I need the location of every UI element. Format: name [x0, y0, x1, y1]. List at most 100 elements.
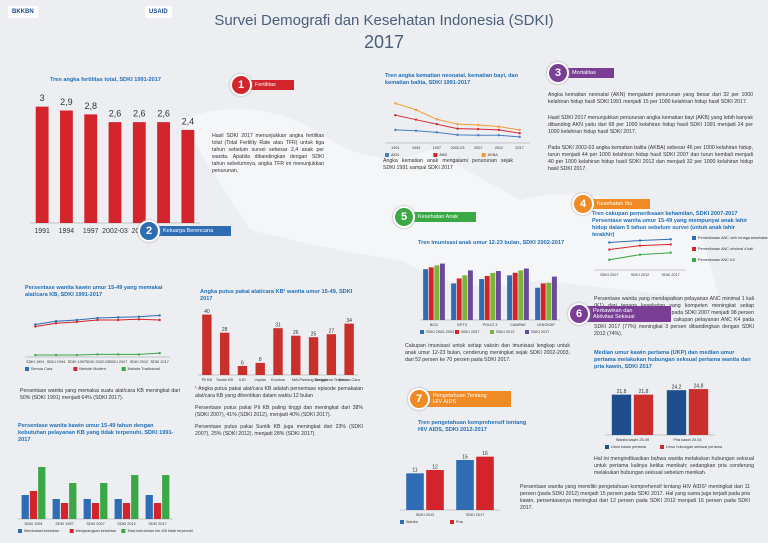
x-tick-label: MAL: [292, 378, 300, 382]
point: [394, 102, 397, 105]
x-tick-label: DPT3: [457, 323, 467, 327]
point: [608, 258, 611, 261]
bar: [114, 499, 122, 519]
chart-title: Persentase wanita kawin umur 15-49 yang …: [25, 285, 163, 298]
point: [456, 133, 459, 137]
legend-label: Semua Cara: [31, 367, 53, 371]
x-tick-label: BCG: [430, 323, 438, 327]
x-tick-label: CAMPAK: [510, 323, 526, 327]
x-tick-label: IUD: [239, 378, 246, 382]
legend-swatch: [692, 247, 696, 251]
x-tick-label: SDKI 1997: [68, 360, 86, 364]
x-tick-label: 2002-03: [451, 146, 465, 150]
legend-label: Pemeriksaan ANC minimal 4 kali: [698, 247, 753, 251]
data-label: 21,8: [617, 389, 627, 395]
section-name: Kesehatan Ibu: [591, 199, 651, 209]
point: [638, 239, 642, 242]
x-tick-label: SDKI 2012: [130, 360, 148, 364]
point: [158, 351, 161, 355]
data-label: 40: [204, 309, 210, 315]
point: [414, 129, 418, 132]
bar: [35, 106, 49, 223]
bar: [29, 491, 38, 519]
section-text: Pada SDKI 2002-03 angka kematian balita …: [548, 145, 753, 173]
x-tick-label: SDKI 2017: [466, 513, 484, 517]
x-tick-label: 1997: [433, 146, 441, 150]
section-text: Persentase wanita yang memakai suatu ala…: [20, 388, 180, 402]
bar: [423, 269, 429, 320]
bar: [219, 332, 230, 375]
data-label: 15: [462, 454, 468, 460]
bar: [426, 470, 444, 510]
point: [96, 318, 99, 322]
legend-label: SDKI 2017: [531, 330, 549, 334]
legend-label: SDKI 2002-2003: [426, 330, 454, 334]
legend-label: Pemeriksaan ANC oleh tenaga kesehatan te…: [698, 236, 768, 240]
x-tick-label: SDKI 2007: [109, 360, 127, 364]
section-text: Persentase wanita yang mendapatkan pelay…: [594, 296, 754, 338]
bar: [551, 276, 557, 320]
section-text: Persentase putus pakai Pil KB paling tin…: [195, 405, 363, 419]
section-header: 3 Mortalitas: [547, 62, 614, 84]
legend-swatch: [69, 529, 74, 533]
point: [34, 323, 37, 326]
data-label: 21,8: [639, 389, 649, 395]
year: 2017: [363, 32, 405, 52]
point: [96, 316, 99, 320]
section-number: 1: [230, 74, 252, 96]
point: [394, 113, 397, 117]
bar: [611, 394, 632, 435]
point: [117, 318, 120, 322]
x-tick-label: SDKI 1991: [24, 522, 42, 526]
x-tick-label: 2002-03: [102, 228, 128, 235]
point: [117, 316, 120, 319]
bar: [153, 503, 162, 519]
section-number: 2: [138, 220, 160, 242]
point: [137, 318, 141, 321]
point: [477, 123, 480, 127]
bar: [308, 337, 319, 375]
bar: [38, 467, 46, 519]
legend-swatch: [605, 445, 609, 449]
data-label: 8: [259, 357, 262, 363]
x-tick-label: SDKI 1994: [47, 360, 65, 364]
bar: [132, 122, 146, 223]
legend-swatch: [455, 330, 459, 334]
x-tick-label: 1994: [59, 228, 75, 235]
point: [54, 353, 58, 357]
section-header: 4 Kesehatan Ibu: [572, 193, 651, 215]
section-name: Pengetahuan Tentang HIV AIDS: [427, 391, 511, 407]
data-label: 24,2: [672, 385, 682, 391]
bar: [162, 475, 170, 519]
section-name: Fertilitas: [249, 80, 294, 90]
section-number: 6: [568, 303, 590, 325]
x-tick-label: Kondom: [271, 378, 285, 382]
point: [117, 353, 120, 356]
x-tick-label: 1997: [83, 228, 99, 235]
data-label: 2,6: [133, 109, 146, 119]
point: [518, 131, 521, 135]
point: [669, 243, 672, 246]
logo: USAID: [145, 6, 172, 18]
chart-title: Tren angka fertilitas total, SDKI 1991-2…: [50, 77, 161, 83]
x-tick-label: 1991: [34, 228, 50, 235]
logo: BKKBN: [8, 6, 38, 18]
x-tick-label: Pria kawin 25-54: [673, 438, 701, 442]
section-text: Angka kematian neonatal (AKN) mengalami …: [548, 92, 753, 106]
x-tick-label: SDKI 2007: [86, 522, 104, 526]
section-text: Angka kematian anak mengalami penurunan …: [383, 158, 513, 172]
legend-label: SDKI 2007: [461, 330, 479, 334]
legend-label: Umur hubungan seksual pertama: [666, 445, 723, 449]
point: [608, 241, 611, 244]
x-tick-label: SDKI 2017: [148, 522, 166, 526]
section-header: 2 Keluarga Berencana: [138, 220, 232, 242]
point: [137, 315, 141, 318]
chart-title: Tren angka kematian neonatal, kematian b…: [385, 73, 519, 86]
x-tick-label: SDKI 2017: [150, 360, 168, 364]
legend-swatch: [385, 153, 389, 157]
data-label: 2,6: [109, 109, 122, 119]
section-text: Hasil SDKI 2017 menunjukkan penurunan an…: [548, 115, 753, 136]
bar: [484, 275, 490, 320]
bar: [237, 365, 248, 375]
bar: [512, 272, 518, 320]
